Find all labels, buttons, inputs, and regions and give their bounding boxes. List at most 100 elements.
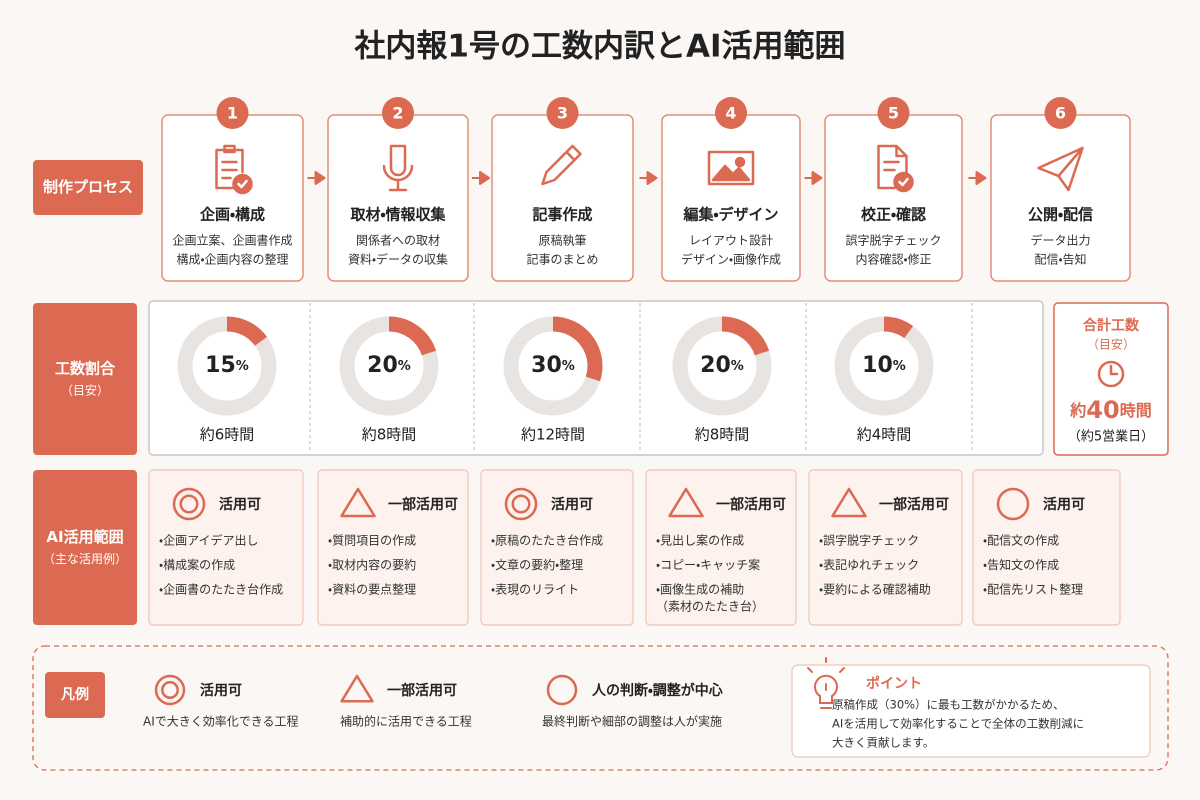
ai-example: ・文章の要約・整理 bbox=[491, 557, 583, 572]
icon-part bbox=[237, 179, 248, 189]
ai-example: ・誤字脱字チェック bbox=[819, 533, 919, 548]
step-number-badge bbox=[216, 97, 249, 129]
icon-part bbox=[877, 144, 908, 190]
icon-part bbox=[707, 150, 755, 186]
step-line: 企画立案、企画書作成 bbox=[172, 234, 292, 248]
legend-title: 人の判断・調整が中心 bbox=[591, 682, 723, 699]
legend-label: 凡例 bbox=[61, 686, 89, 703]
row-label: 制作プロセス bbox=[43, 178, 133, 196]
title: 社内報1号の工数内訳とAI活用範囲 bbox=[353, 29, 845, 65]
ai-title: 活用可 bbox=[219, 496, 261, 513]
ai-title: 一部活用可 bbox=[879, 496, 949, 513]
legend-title: 活用可 bbox=[200, 682, 242, 699]
total-title: 合計工数 bbox=[1083, 317, 1140, 334]
step-title: 取材・情報収集 bbox=[350, 206, 446, 224]
ai-example: ・画像生成の補助 bbox=[656, 583, 744, 597]
ai-title: 一部活用可 bbox=[388, 496, 458, 513]
total-box bbox=[1053, 302, 1169, 456]
percent-value: 20 bbox=[700, 353, 731, 378]
step-line: 配信・告知 bbox=[1034, 253, 1086, 267]
icon-part bbox=[734, 156, 746, 168]
percent-value: 15 bbox=[205, 353, 236, 378]
ai-example: ・資料の要点整理 bbox=[328, 583, 416, 597]
hours-label: 約12時間 bbox=[521, 426, 585, 444]
percent-label: 30% bbox=[531, 353, 575, 378]
clock-hands bbox=[1109, 364, 1119, 376]
step-arrow bbox=[472, 171, 490, 185]
step-line: 原稿執筆 bbox=[538, 234, 586, 248]
percent-value: 20 bbox=[367, 353, 398, 378]
step-arrow bbox=[804, 171, 823, 185]
row-label: AI活用範囲 bbox=[46, 528, 123, 546]
total-value: 約40時間 bbox=[1069, 396, 1151, 424]
ai-example: ・原稿のたたき台作成 bbox=[491, 533, 603, 548]
step-title: 記事作成 bbox=[532, 206, 592, 224]
symbol-circle bbox=[172, 487, 206, 521]
ai-example: ・コピー・キャッチ案 bbox=[656, 558, 760, 572]
percent-label: 10% bbox=[862, 353, 906, 378]
ai-example: ・構成案の作成 bbox=[159, 558, 235, 572]
step-number: 3 bbox=[557, 104, 568, 123]
ai-card bbox=[317, 469, 469, 626]
symbol-triangle bbox=[831, 487, 867, 518]
step-number: 4 bbox=[725, 104, 736, 123]
icon-part bbox=[389, 144, 407, 177]
percent-value: 30 bbox=[531, 353, 562, 378]
step-number: 6 bbox=[1055, 104, 1066, 123]
step-number: 5 bbox=[888, 104, 899, 123]
step-title: 校正・確認 bbox=[861, 206, 926, 224]
step-number-badge bbox=[382, 97, 414, 129]
ai-example: ・見出し案の作成 bbox=[656, 534, 744, 548]
hours-label: 約8時間 bbox=[362, 426, 417, 444]
step-line: 記事のまとめ bbox=[526, 253, 598, 267]
icon-part bbox=[541, 144, 582, 186]
ai-example: ・企画アイデア出し bbox=[159, 533, 258, 548]
step-title: 企画・構成 bbox=[200, 206, 265, 224]
total-suffix: 時間 bbox=[1120, 401, 1152, 420]
step-icon bbox=[382, 144, 414, 192]
percent-label: 15% bbox=[205, 353, 249, 378]
percent-unit: % bbox=[893, 359, 906, 374]
percent-label: 20% bbox=[367, 353, 411, 378]
ai-example: ・取材内容の要約 bbox=[328, 557, 416, 572]
ai-card bbox=[645, 469, 797, 626]
total-prefix: 約 bbox=[1069, 401, 1086, 420]
total-number: 40 bbox=[1086, 396, 1119, 424]
step-line: デザイン・画像作成 bbox=[681, 252, 781, 267]
donut-arc bbox=[552, 316, 603, 382]
row-label-box bbox=[33, 470, 137, 625]
step-line: 資料・データの収集 bbox=[348, 252, 448, 267]
ai-example: ・質問項目の作成 bbox=[328, 533, 416, 548]
donut-arc bbox=[721, 316, 770, 356]
row-sublabel: （目安） bbox=[61, 384, 109, 398]
step-arrow bbox=[639, 171, 658, 185]
step-number-badge bbox=[715, 97, 747, 129]
point-line: AIを活用して効率化することで全体の工数削減に bbox=[832, 717, 1084, 731]
ai-card bbox=[972, 469, 1121, 626]
step-title: 公開・配信 bbox=[1028, 206, 1093, 224]
hours-label: 約6時間 bbox=[200, 426, 255, 444]
clock-icon bbox=[1097, 360, 1125, 388]
step-title: 編集・デザイン bbox=[682, 206, 778, 224]
row-label: 工数割合 bbox=[55, 360, 116, 378]
icon-part bbox=[221, 160, 238, 180]
percent-unit: % bbox=[731, 359, 744, 374]
legend-description: 最終判断や細部の調整は人が実施 bbox=[542, 714, 722, 729]
symbol-inner-circle bbox=[511, 494, 531, 514]
row-sublabel: （主な活用例） bbox=[43, 552, 127, 566]
step-line: 誤字脱字チェック bbox=[845, 233, 941, 248]
symbol-triangle bbox=[340, 674, 374, 703]
icon-part bbox=[898, 177, 909, 187]
symbol-circle bbox=[504, 487, 538, 521]
donut-arc bbox=[883, 316, 914, 339]
ai-card bbox=[808, 469, 963, 626]
donut-arc bbox=[388, 316, 437, 356]
legend-title: 一部活用可 bbox=[387, 682, 457, 699]
ai-title: 一部活用可 bbox=[716, 496, 786, 513]
symbol-inner-circle bbox=[161, 681, 179, 699]
step-icon bbox=[541, 144, 582, 186]
step-line: 内容確認・修正 bbox=[855, 252, 931, 267]
percent-label: 20% bbox=[700, 353, 744, 378]
